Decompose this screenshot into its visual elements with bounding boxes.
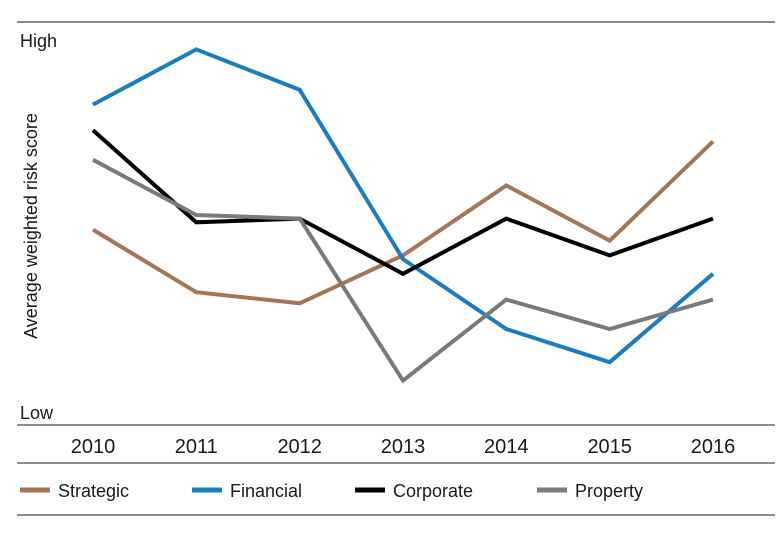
x-tick-label: 2012 [277,436,322,458]
series-line-property [92,158,714,384]
legend: Strategic Financial Corporate Property [20,481,643,501]
legend-label-financial: Financial [230,481,302,501]
series-line-strategic [91,139,715,306]
legend-label-corporate: Corporate [393,481,473,501]
legend-label-strategic: Strategic [58,481,129,501]
x-tick-label: 2015 [587,436,632,458]
legend-label-property: Property [575,481,643,501]
series-line-financial [92,47,715,365]
series-layer [91,47,715,384]
x-tick-label: 2010 [71,436,116,458]
x-tick-label: 2013 [381,436,426,458]
y-axis-low-label: Low [20,403,54,423]
x-tick-labels: 2010 2011 2012 2013 2014 2015 2016 [71,436,736,458]
x-tick-label: 2011 [175,436,218,458]
x-tick-label: 2014 [484,436,529,458]
x-tick-label: 2016 [691,436,736,458]
series-line-corporate [91,128,714,277]
y-axis-title: Average weighted risk score [21,113,41,339]
y-axis-high-label: High [20,31,57,51]
